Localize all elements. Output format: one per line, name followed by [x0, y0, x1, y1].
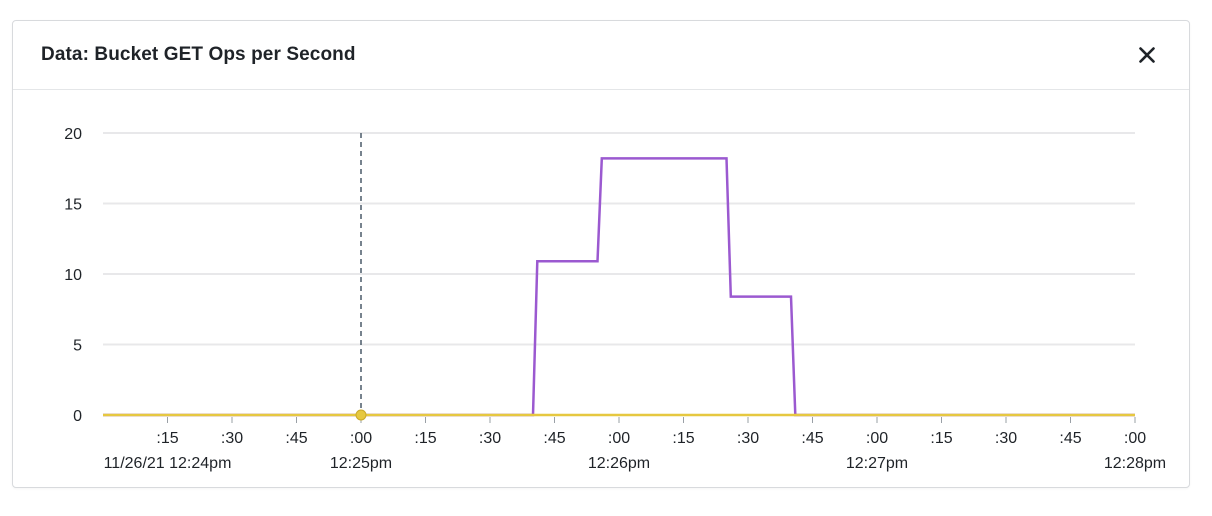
highlight-point[interactable] — [355, 409, 367, 421]
y-tick-label: 0 — [73, 408, 82, 425]
x-tick-label: :00 — [608, 430, 630, 447]
x-tick-label: :00 — [866, 430, 888, 447]
x-date-label: 11/26/21 12:24pm — [104, 455, 232, 472]
x-date-label: 12:25pm — [330, 455, 392, 472]
x-tick-label: :15 — [414, 430, 436, 447]
y-tick-label: 15 — [64, 197, 82, 214]
close-icon[interactable] — [1135, 43, 1159, 67]
highlight-points — [355, 409, 367, 421]
panel-header: Data: Bucket GET Ops per Second — [13, 21, 1189, 90]
x-tick-label: :15 — [930, 430, 952, 447]
y-tick-label: 20 — [64, 126, 82, 143]
y-tick-label: 10 — [64, 267, 82, 284]
x-tick-label: :30 — [737, 430, 759, 447]
x-tick-label: :30 — [221, 430, 243, 447]
x-tick-label: :15 — [156, 430, 178, 447]
x-tick-label: :45 — [543, 430, 565, 447]
x-tick-label: :00 — [350, 430, 372, 447]
panel-title: Data: Bucket GET Ops per Second — [41, 44, 356, 65]
series-lines — [103, 157, 1135, 417]
chart-panel: Data: Bucket GET Ops per Second — [12, 20, 1190, 488]
x-tick-label: :45 — [801, 430, 823, 447]
x-axis: :15 :30 :45 :00 :15 :30 :45 :00 :15 :30 :45 :00 :15:… — [104, 417, 1166, 472]
gridlines — [103, 132, 1135, 416]
x-tick-label: :45 — [285, 430, 307, 447]
y-axis-ticks: 0 5 10 15 20 — [64, 126, 82, 425]
x-tick-label: :45 — [1059, 430, 1081, 447]
x-tick-label: :00 — [1124, 430, 1146, 447]
x-tick-label: :30 — [995, 430, 1017, 447]
x-date-label: 12:28pm — [1104, 455, 1166, 472]
x-date-label: 12:27pm — [846, 455, 908, 472]
x-date-label: 12:26pm — [588, 455, 650, 472]
y-tick-label: 5 — [73, 338, 82, 355]
series-line-0 — [103, 157, 1135, 417]
x-tick-label: :30 — [479, 430, 501, 447]
x-tick-label: :15 — [672, 430, 694, 447]
